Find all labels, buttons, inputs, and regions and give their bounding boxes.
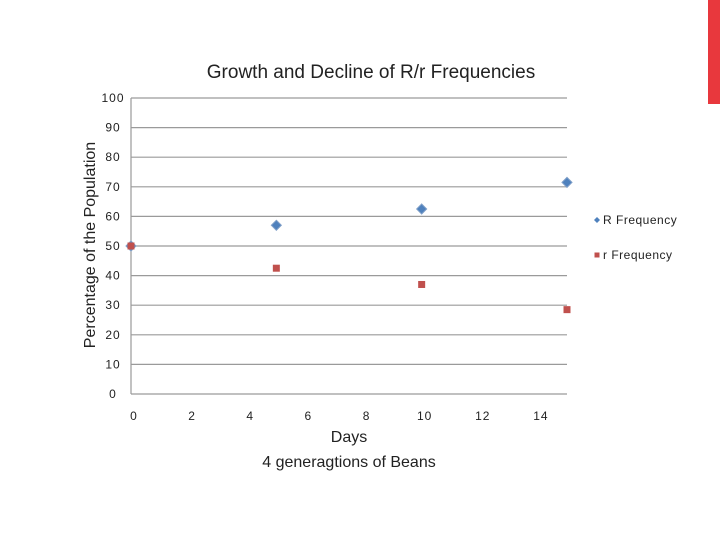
data-point-R-x5	[270, 219, 283, 231]
x-tick-label: 4	[246, 409, 254, 423]
x-axis-sublabel: 4 generagtions of Beans	[262, 454, 435, 471]
chart-title: Growth and Decline of R/r Frequencies	[207, 62, 535, 83]
y-tick-labels: 0 10 20 30 40 50 60 70 80 90 100	[101, 91, 124, 401]
y-tick-label: 0	[109, 387, 117, 401]
y-tick-label: 90	[105, 121, 120, 135]
accent-bar	[708, 0, 720, 104]
x-tick-label: 10	[417, 409, 432, 423]
legend-marker-diamond	[594, 217, 600, 223]
legend: R Frequency r Frequency	[594, 213, 677, 262]
x-tick-label: 6	[305, 409, 313, 423]
data-point-r-x0	[127, 242, 135, 250]
y-tick-label: 100	[101, 91, 124, 105]
legend-label: R Frequency	[603, 213, 677, 227]
x-axis-label: Days	[331, 429, 367, 446]
y-tick-label: 80	[105, 150, 120, 164]
data-point-r-x15	[563, 306, 571, 314]
data-points	[125, 176, 573, 314]
y-tick-label: 60	[105, 209, 120, 223]
y-tick-label: 20	[105, 328, 120, 342]
y-tick-label: 50	[105, 239, 120, 253]
legend-marker-square	[594, 252, 600, 258]
x-tick-label: 12	[475, 409, 490, 423]
y-tick-label: 10	[105, 357, 120, 371]
x-tick-label: 0	[130, 409, 138, 423]
x-tick-label: 2	[188, 409, 196, 423]
data-point-R-x15	[561, 176, 573, 189]
data-point-R-x10	[415, 203, 428, 215]
legend-label: r Frequency	[603, 248, 673, 262]
y-tick-label: 40	[105, 269, 120, 283]
x-tick-label: 14	[533, 409, 548, 423]
gridlines	[131, 97, 567, 365]
x-tick-label: 8	[363, 409, 371, 423]
data-point-r-x10	[418, 280, 426, 288]
y-tick-label: 30	[105, 298, 120, 312]
x-tick-labels: 0 2 4 6 8 10 12 14	[130, 409, 548, 423]
data-point-r-x5	[272, 264, 280, 272]
y-axis-label: Percentage of the Population	[82, 142, 99, 348]
y-tick-label: 70	[105, 180, 120, 194]
